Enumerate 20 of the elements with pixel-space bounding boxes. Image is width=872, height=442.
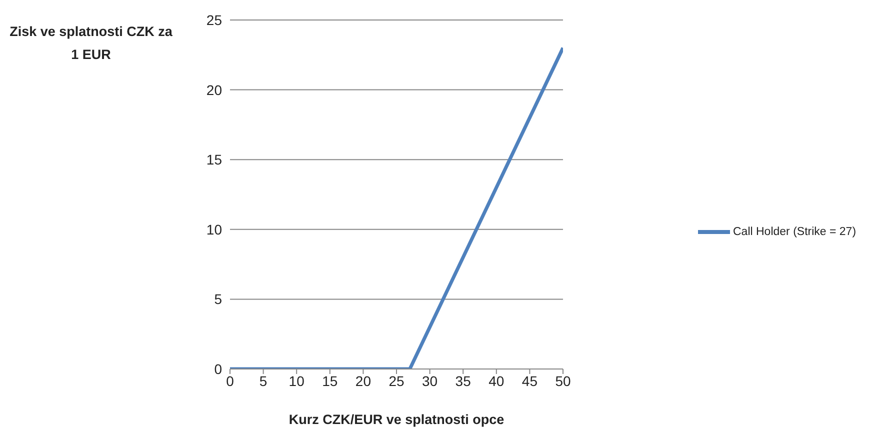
x-tick-label: 10	[288, 372, 305, 389]
x-tick-label: 45	[522, 372, 538, 389]
y-tick-label: 0	[214, 360, 222, 377]
legend-label: Call Holder (Strike = 27)	[733, 226, 856, 238]
y-tick-label: 15	[206, 152, 222, 168]
y-tick-label: 10	[206, 221, 222, 238]
x-tick-label: 15	[322, 372, 338, 389]
x-tick-label: 35	[455, 372, 472, 389]
y-axis-title: Zisk ve splatnosti CZK za 1 EUR	[8, 23, 174, 64]
x-tick-label: 0	[226, 372, 234, 389]
y-tick-label: 5	[214, 291, 222, 308]
x-tick-label: 50	[555, 372, 571, 389]
x-axis-title: Kurz CZK/EUR ve splatnosti opce	[288, 412, 506, 427]
y-tick-label: 25	[206, 12, 222, 28]
y-tick-label: 20	[206, 82, 222, 98]
x-tick-label: 20	[355, 372, 372, 389]
x-tick-label: 25	[388, 372, 404, 389]
x-tick-label: 5	[259, 372, 268, 389]
x-tick-label: 40	[488, 372, 504, 389]
x-tick-label: 30	[422, 372, 438, 389]
